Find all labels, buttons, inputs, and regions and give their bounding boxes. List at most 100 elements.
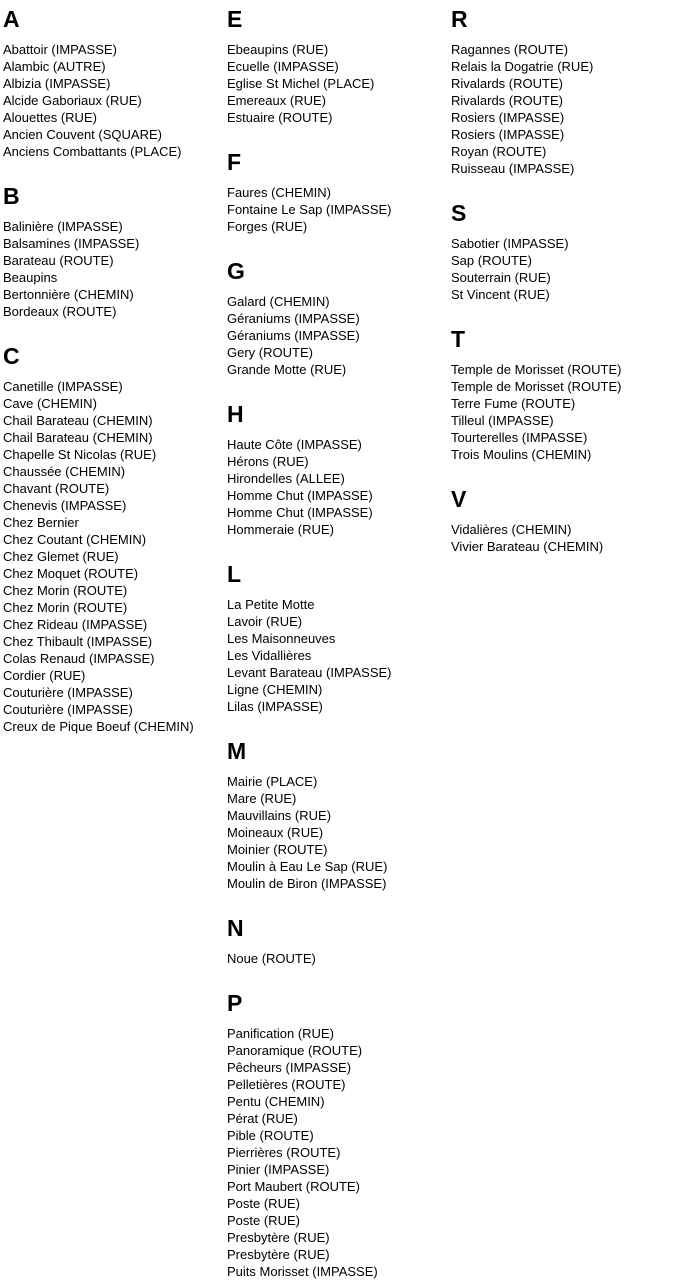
- index-section-b: B Balinière (IMPASSE) Balsamines (IMPASSE)…: [3, 184, 224, 320]
- street-entry: Barateau (ROUTE): [3, 253, 114, 268]
- street-entry: Haute Côte (IMPASSE): [227, 437, 362, 452]
- street-entry: Balinière (IMPASSE): [3, 219, 123, 234]
- index-section-v: V Vidalières (CHEMIN) Vivier Barateau (CHE…: [451, 487, 675, 555]
- street-entry: Homme Chut (IMPASSE): [227, 505, 373, 520]
- street-entry: Terre Fume (ROUTE): [451, 396, 576, 411]
- street-entry: Chail Barateau (CHEMIN): [3, 430, 153, 445]
- street-entry: Panoramique (ROUTE): [227, 1043, 363, 1058]
- street-entry: Gery (ROUTE): [227, 345, 313, 360]
- street-entry: Faures (CHEMIN): [227, 185, 332, 200]
- street-entry: Rivalards (ROUTE): [451, 93, 563, 108]
- section-letter-heading: T: [451, 326, 466, 352]
- section-entry-list: Panification (RUE) Panoramique (ROUTE) Pêc…: [227, 1025, 448, 1280]
- street-entry: Royan (ROUTE): [451, 144, 547, 159]
- street-entry: Géraniums (IMPASSE): [227, 311, 360, 326]
- street-entry: Géraniums (IMPASSE): [227, 328, 360, 343]
- street-entry: Ancien Couvent (SQUARE): [3, 127, 162, 142]
- index-column-3: R Ragannes (ROUTE) Relais la Dogatrie (RUE…: [448, 0, 675, 555]
- section-entry-list: Galard (CHEMIN) Géraniums (IMPASSE) Gérani…: [227, 293, 448, 378]
- street-entry: Tourterelles (IMPASSE): [451, 430, 588, 445]
- street-entry: Chaussée (CHEMIN): [3, 464, 126, 479]
- street-entry: Cordier (RUE): [3, 668, 86, 683]
- street-entry: Colas Renaud (IMPASSE): [3, 651, 155, 666]
- street-entry: Les Vidallières: [227, 648, 312, 663]
- street-entry: Pelletières (ROUTE): [227, 1077, 346, 1092]
- street-entry: Relais la Dogatrie (RUE): [451, 59, 594, 74]
- street-entry: Pible (ROUTE): [227, 1128, 314, 1143]
- section-letter-heading: G: [227, 258, 245, 284]
- street-entry: Hérons (RUE): [227, 454, 309, 469]
- index-section-c: C Canetille (IMPASSE) Cave (CHEMIN) Chail B…: [3, 344, 224, 735]
- street-entry: Beaupins: [3, 270, 58, 285]
- index-column-2: E Ebeaupins (RUE) Ecuelle (IMPASSE) Eglise …: [224, 0, 448, 1280]
- street-entry: Vivier Barateau (CHEMIN): [451, 539, 604, 554]
- section-letter-heading: B: [3, 183, 20, 209]
- street-entry: Ragannes (ROUTE): [451, 42, 569, 57]
- section-letter-heading: E: [227, 6, 243, 32]
- section-entry-list: Ebeaupins (RUE) Ecuelle (IMPASSE) Eglise S…: [227, 41, 448, 126]
- index-section-l: L La Petite Motte Lavoir (RUE) Les Maisonne…: [227, 562, 448, 715]
- index-section-r: R Ragannes (ROUTE) Relais la Dogatrie (RUE…: [451, 7, 675, 177]
- section-entry-list: Mairie (PLACE) Mare (RUE) Mauvillains (RUE…: [227, 773, 448, 892]
- index-section-s: S Sabotier (IMPASSE) Sap (ROUTE) Souterrain…: [451, 201, 675, 303]
- street-entry: Sap (ROUTE): [451, 253, 532, 268]
- street-entry: Alcide Gaboriaux (RUE): [3, 93, 142, 108]
- street-entry: Chez Thibault (IMPASSE): [3, 634, 153, 649]
- section-entry-list: Canetille (IMPASSE) Cave (CHEMIN) Chail Ba…: [3, 378, 224, 735]
- street-entry: Chail Barateau (CHEMIN): [3, 413, 153, 428]
- street-entry: Pinier (IMPASSE): [227, 1162, 330, 1177]
- section-entry-list: Balinière (IMPASSE) Balsamines (IMPASSE) B…: [3, 218, 224, 320]
- street-entry: Chavant (ROUTE): [3, 481, 110, 496]
- street-entry: Temple de Morisset (ROUTE): [451, 379, 622, 394]
- index-section-g: G Galard (CHEMIN) Géraniums (IMPASSE) Géran…: [227, 259, 448, 378]
- street-entry: Ligne (CHEMIN): [227, 682, 323, 697]
- street-entry: Cave (CHEMIN): [3, 396, 97, 411]
- street-entry: Canetille (IMPASSE): [3, 379, 123, 394]
- section-entry-list: Haute Côte (IMPASSE) Hérons (RUE) Hirondel…: [227, 436, 448, 538]
- street-entry: Vidalières (CHEMIN): [451, 522, 572, 537]
- street-entry: Pentu (CHEMIN): [227, 1094, 325, 1109]
- street-entry: Rosiers (IMPASSE): [451, 110, 565, 125]
- street-entry: Emereaux (RUE): [227, 93, 326, 108]
- section-entry-list: Abattoir (IMPASSE) Alambic (AUTRE) Albizia…: [3, 41, 224, 160]
- street-entry: Mare (RUE): [227, 791, 297, 806]
- street-entry: Pierrières (ROUTE): [227, 1145, 341, 1160]
- section-entry-list: Faures (CHEMIN) Fontaine Le Sap (IMPASSE)…: [227, 184, 448, 235]
- street-entry: Couturière (IMPASSE): [3, 702, 133, 717]
- street-entry: Chapelle St Nicolas (RUE): [3, 447, 157, 462]
- index-section-m: M Mairie (PLACE) Mare (RUE) Mauvillains (RU…: [227, 739, 448, 892]
- section-entry-list: Ragannes (ROUTE) Relais la Dogatrie (RUE)…: [451, 41, 675, 177]
- index-section-n: N Noue (ROUTE): [227, 916, 448, 967]
- section-entry-list: Temple de Morisset (ROUTE) Temple de Mori…: [451, 361, 675, 463]
- street-entry: Chez Moquet (ROUTE): [3, 566, 139, 581]
- street-entry: Fontaine Le Sap (IMPASSE): [227, 202, 392, 217]
- street-entry: Chez Coutant (CHEMIN): [3, 532, 147, 547]
- section-entry-list: La Petite Motte Lavoir (RUE) Les Maisonneu…: [227, 596, 448, 715]
- street-entry: Rosiers (IMPASSE): [451, 127, 565, 142]
- street-entry: Hommeraie (RUE): [227, 522, 334, 537]
- street-entry: Lavoir (RUE): [227, 614, 303, 629]
- street-entry: Balsamines (IMPASSE): [3, 236, 140, 251]
- street-entry: Estuaire (ROUTE): [227, 110, 333, 125]
- street-entry: Hirondelles (ALLEE): [227, 471, 345, 486]
- street-entry: Galard (CHEMIN): [227, 294, 330, 309]
- section-letter-heading: A: [3, 6, 20, 32]
- street-entry: Rivalards (ROUTE): [451, 76, 563, 91]
- street-entry: Port Maubert (ROUTE): [227, 1179, 360, 1194]
- street-entry: Albizia (IMPASSE): [3, 76, 111, 91]
- section-letter-heading: S: [451, 200, 467, 226]
- street-entry: Noue (ROUTE): [227, 951, 316, 966]
- section-entry-list: Noue (ROUTE): [227, 950, 448, 967]
- street-entry: Chenevis (IMPASSE): [3, 498, 127, 513]
- street-entry: Puits Morisset (IMPASSE): [227, 1264, 378, 1279]
- section-letter-heading: N: [227, 915, 244, 941]
- section-letter-heading: M: [227, 738, 247, 764]
- street-entry: Anciens Combattants (PLACE): [3, 144, 182, 159]
- index-section-f: F Faures (CHEMIN) Fontaine Le Sap (IMPASSE…: [227, 150, 448, 235]
- index-section-a: A Abattoir (IMPASSE) Alambic (AUTRE) Albizi…: [3, 7, 224, 160]
- section-letter-heading: P: [227, 990, 243, 1016]
- street-entry: Moulin à Eau Le Sap (RUE): [227, 859, 388, 874]
- street-entry: Levant Barateau (IMPASSE): [227, 665, 392, 680]
- street-entry: Pérat (RUE): [227, 1111, 298, 1126]
